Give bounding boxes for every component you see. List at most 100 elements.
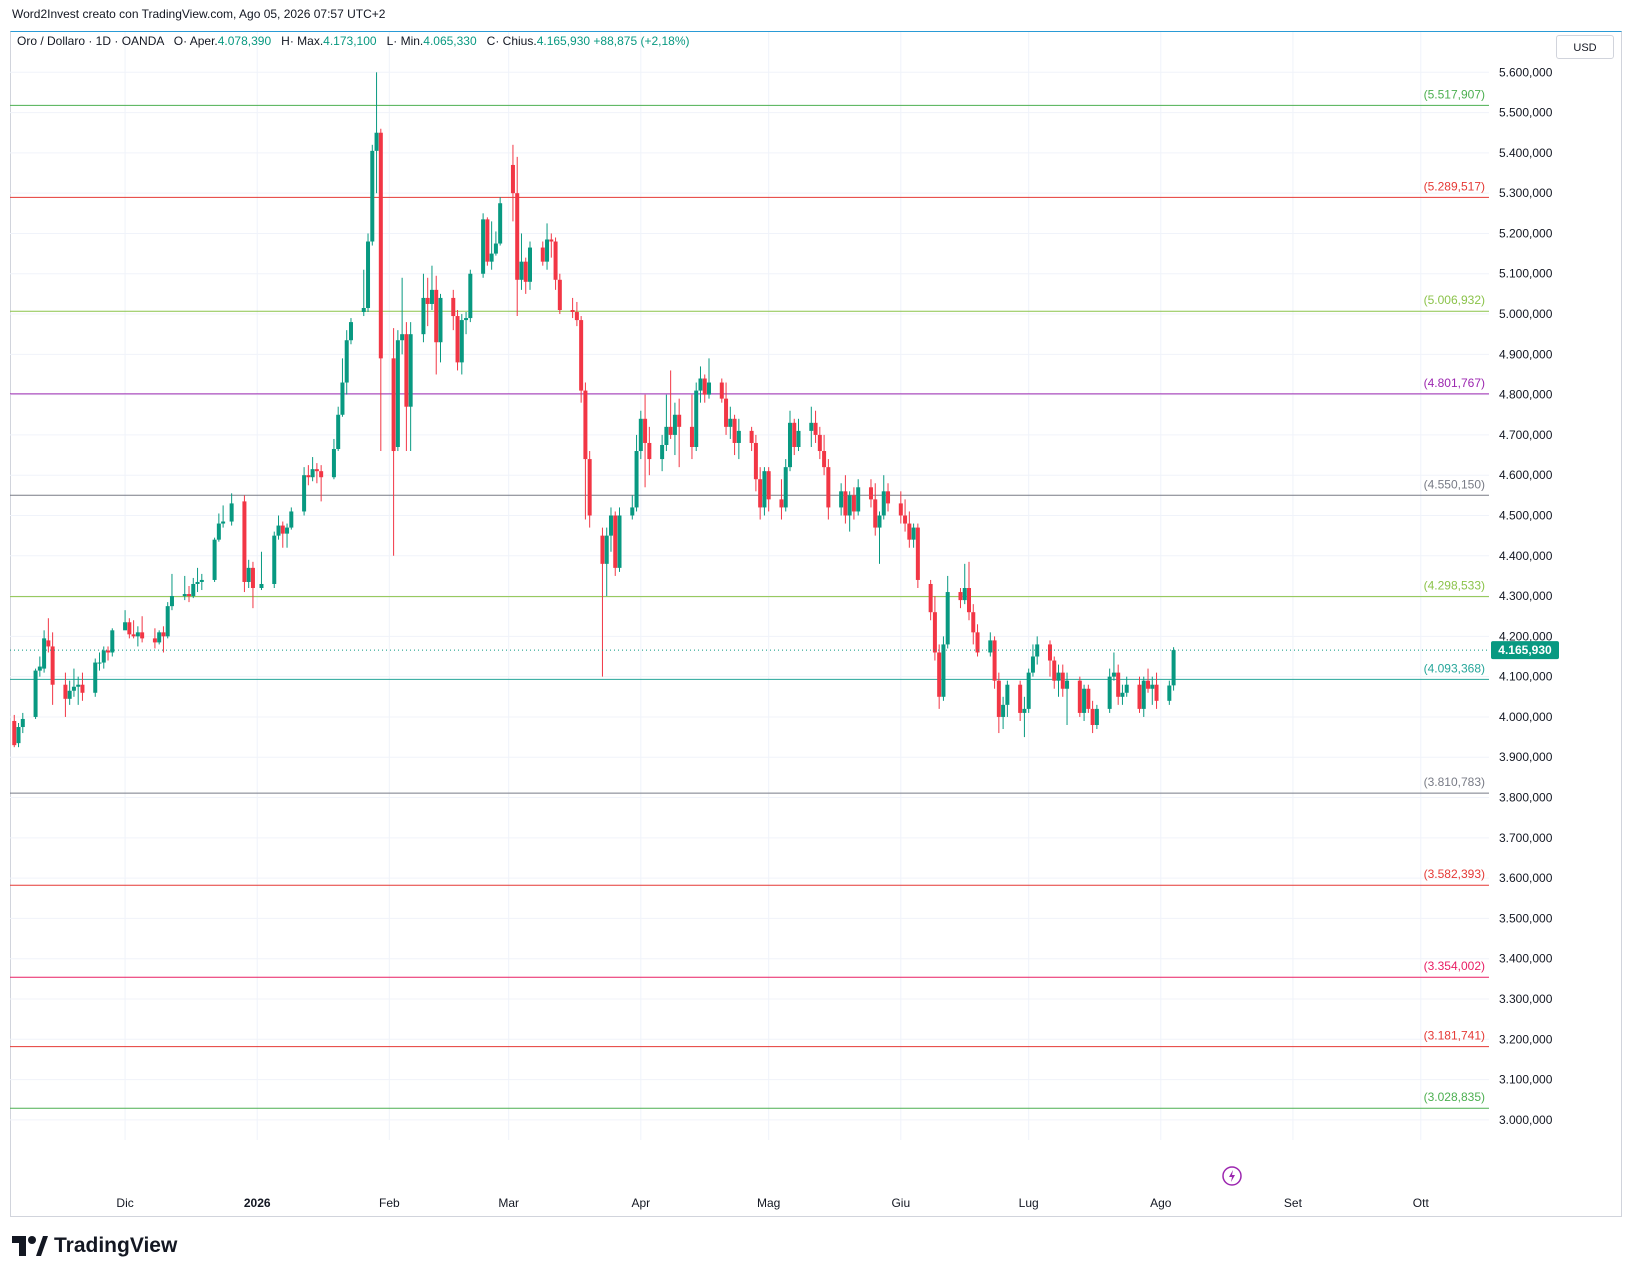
candle[interactable] bbox=[613, 511, 618, 576]
candle[interactable] bbox=[182, 575, 187, 601]
candle[interactable] bbox=[630, 495, 635, 520]
candle[interactable] bbox=[16, 722, 21, 748]
candle[interactable] bbox=[988, 632, 993, 657]
candle[interactable] bbox=[643, 394, 648, 488]
tradingview-logo[interactable]: TradingView bbox=[12, 1234, 177, 1258]
candle[interactable] bbox=[455, 310, 460, 371]
candle[interactable] bbox=[221, 505, 226, 528]
candle[interactable] bbox=[331, 438, 336, 480]
candle[interactable] bbox=[1107, 668, 1112, 713]
candle[interactable] bbox=[515, 156, 520, 317]
candle[interactable] bbox=[229, 493, 234, 526]
candle[interactable] bbox=[813, 410, 818, 443]
candle[interactable] bbox=[638, 410, 643, 460]
candle[interactable] bbox=[664, 394, 669, 452]
candle[interactable] bbox=[962, 563, 967, 605]
candle[interactable] bbox=[758, 467, 763, 520]
candle[interactable] bbox=[310, 457, 315, 482]
candle[interactable] bbox=[1171, 647, 1176, 691]
candle[interactable] bbox=[1141, 676, 1146, 717]
candle[interactable] bbox=[106, 646, 111, 661]
candle[interactable] bbox=[366, 233, 371, 313]
candle[interactable] bbox=[945, 575, 950, 649]
candle[interactable] bbox=[992, 636, 997, 689]
candle[interactable] bbox=[634, 434, 639, 512]
candle[interactable] bbox=[975, 624, 980, 657]
candle[interactable] bbox=[839, 483, 844, 516]
candle[interactable] bbox=[434, 275, 439, 375]
candle[interactable] bbox=[161, 626, 166, 653]
candle[interactable] bbox=[169, 573, 174, 611]
candle[interactable] bbox=[843, 475, 848, 524]
candle[interactable] bbox=[540, 241, 545, 266]
candle[interactable] bbox=[787, 410, 792, 472]
candle[interactable] bbox=[429, 265, 434, 311]
candle[interactable] bbox=[527, 241, 532, 290]
candle[interactable] bbox=[438, 293, 443, 363]
candle[interactable] bbox=[276, 515, 281, 540]
candle[interactable] bbox=[728, 406, 733, 439]
candle[interactable] bbox=[574, 301, 579, 327]
candle[interactable] bbox=[702, 374, 707, 403]
candle[interactable] bbox=[131, 620, 136, 639]
candle[interactable] bbox=[911, 523, 916, 548]
candle[interactable] bbox=[668, 370, 673, 439]
candle[interactable] bbox=[165, 602, 170, 639]
candle[interactable] bbox=[1111, 652, 1116, 681]
candle[interactable] bbox=[886, 483, 891, 512]
candle[interactable] bbox=[489, 221, 494, 270]
candle[interactable] bbox=[67, 680, 72, 705]
candle[interactable] bbox=[856, 479, 861, 516]
candle[interactable] bbox=[736, 418, 741, 460]
candle[interactable] bbox=[971, 604, 976, 645]
candle[interactable] bbox=[344, 330, 349, 395]
candle[interactable] bbox=[481, 213, 486, 278]
candle[interactable] bbox=[549, 233, 554, 258]
candle[interactable] bbox=[1124, 676, 1129, 697]
candle[interactable] bbox=[468, 269, 473, 323]
candle[interactable] bbox=[1090, 700, 1095, 734]
candle[interactable] bbox=[314, 463, 319, 484]
candle[interactable] bbox=[127, 618, 132, 639]
candle[interactable] bbox=[941, 636, 946, 701]
candle[interactable] bbox=[915, 523, 920, 589]
candle[interactable] bbox=[71, 668, 76, 697]
candle[interactable] bbox=[677, 398, 682, 468]
candle[interactable] bbox=[1052, 656, 1057, 689]
candle[interactable] bbox=[583, 382, 588, 520]
candle[interactable] bbox=[498, 197, 503, 246]
candle[interactable] bbox=[817, 426, 822, 460]
candle[interactable] bbox=[259, 551, 264, 591]
candle[interactable] bbox=[1056, 664, 1061, 697]
candle[interactable] bbox=[898, 491, 903, 524]
candle[interactable] bbox=[1026, 668, 1031, 713]
candle[interactable] bbox=[280, 521, 285, 548]
candle[interactable] bbox=[157, 630, 162, 645]
candle[interactable] bbox=[608, 507, 613, 552]
candle[interactable] bbox=[289, 507, 294, 530]
lightning-alert-icon[interactable] bbox=[1222, 1166, 1242, 1186]
candle[interactable] bbox=[749, 426, 754, 452]
candle[interactable] bbox=[1022, 696, 1027, 738]
candle[interactable] bbox=[753, 434, 758, 492]
candle[interactable] bbox=[459, 314, 464, 375]
candle[interactable] bbox=[1150, 676, 1155, 705]
candle[interactable] bbox=[1094, 704, 1099, 730]
candle[interactable] bbox=[37, 656, 42, 677]
candle[interactable] bbox=[152, 628, 157, 649]
candle[interactable] bbox=[1146, 668, 1151, 693]
candle[interactable] bbox=[199, 573, 204, 591]
candle[interactable] bbox=[319, 465, 324, 502]
candle[interactable] bbox=[1001, 696, 1006, 730]
candle[interactable] bbox=[719, 378, 724, 403]
candle[interactable] bbox=[967, 561, 972, 621]
candle[interactable] bbox=[873, 483, 878, 536]
candle[interactable] bbox=[1082, 684, 1087, 721]
candle[interactable] bbox=[421, 273, 426, 343]
candle[interactable] bbox=[20, 712, 25, 734]
candle[interactable] bbox=[191, 577, 196, 599]
candle[interactable] bbox=[370, 144, 375, 246]
candle[interactable] bbox=[958, 588, 963, 609]
candle[interactable] bbox=[408, 322, 413, 452]
